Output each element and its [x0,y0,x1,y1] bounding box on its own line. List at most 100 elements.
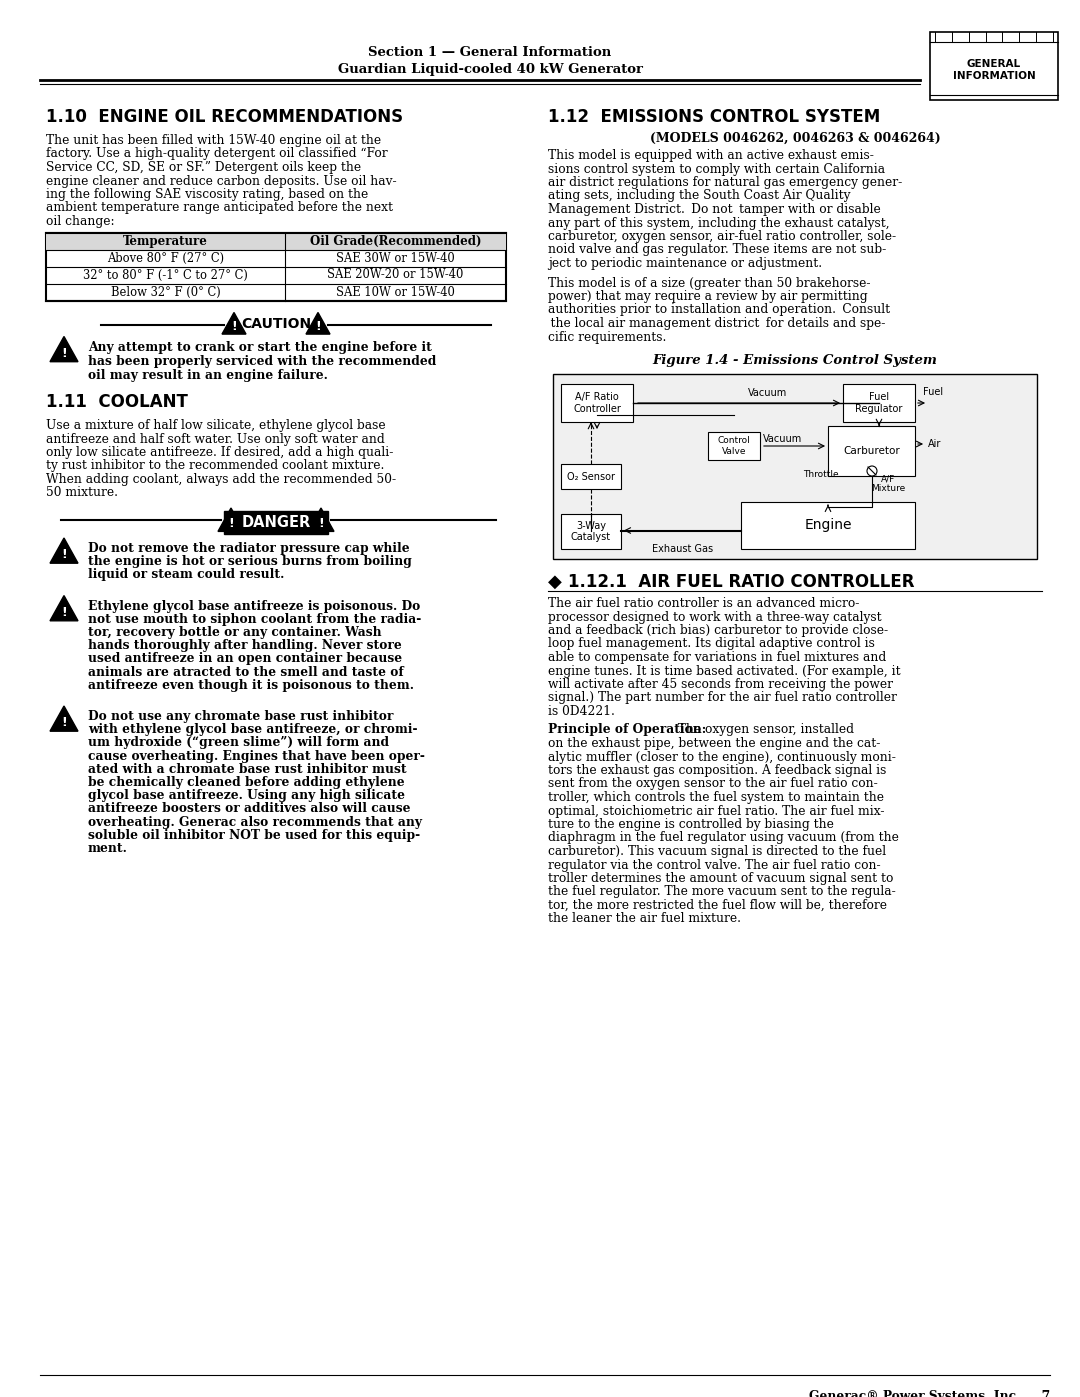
Text: Fuel: Fuel [923,387,943,397]
Text: be chemically cleaned before adding ethylene: be chemically cleaned before adding ethy… [87,775,405,789]
Bar [930,32,1058,101]
Text: antifreeze and half soft water. Use only soft water and: antifreeze and half soft water. Use only… [46,433,384,446]
Text: used antifreeze in an open container because: used antifreeze in an open container bec… [87,652,402,665]
Bar [46,232,507,250]
Text: SAE 30W or 15W-40: SAE 30W or 15W-40 [336,251,455,264]
Text: will activate after 45 seconds from receiving the power: will activate after 45 seconds from rece… [548,678,893,692]
Text: Temperature: Temperature [123,235,208,247]
Text: glycol base antifreeze. Using any high silicate: glycol base antifreeze. Using any high s… [87,789,405,802]
Polygon shape [50,705,78,731]
Bar [741,502,915,549]
Text: Do not remove the radiator pressure cap while: Do not remove the radiator pressure cap … [87,542,409,555]
Bar [224,511,328,534]
Text: !: ! [228,517,234,529]
Text: Fuel
Regulator: Fuel Regulator [855,393,903,414]
Text: A/F
Mixture: A/F Mixture [870,474,905,493]
Text: carburetor, oxygen sensor, air-fuel ratio controller, sole-: carburetor, oxygen sensor, air-fuel rati… [548,231,896,243]
Text: 3-Way
Catalyst: 3-Way Catalyst [571,521,611,542]
Text: !: ! [315,320,321,334]
Text: tor, recovery bottle or any container. Wash: tor, recovery bottle or any container. W… [87,626,381,638]
Text: Section 1 — General Information: Section 1 — General Information [368,46,611,59]
Bar [561,384,633,422]
Text: cause overheating. Engines that have been oper-: cause overheating. Engines that have bee… [87,750,424,763]
Text: ated with a chromate base rust inhibitor must: ated with a chromate base rust inhibitor… [87,763,407,775]
Text: tors the exhaust gas composition. A feedback signal is: tors the exhaust gas composition. A feed… [548,764,887,777]
Text: oil may result in an engine failure.: oil may result in an engine failure. [87,369,328,381]
Polygon shape [50,538,78,563]
Text: Control
Valve: Control Valve [717,436,751,455]
Text: Exhaust Gas: Exhaust Gas [652,543,714,555]
Text: GENERAL
INFORMATION: GENERAL INFORMATION [953,59,1036,81]
Text: animals are atracted to the smell and taste of: animals are atracted to the smell and ta… [87,665,404,679]
Polygon shape [218,509,244,531]
Text: When adding coolant, always add the recommended 50-: When adding coolant, always add the reco… [46,474,396,486]
Text: the fuel regulator. The more vacuum sent to the regula-: the fuel regulator. The more vacuum sent… [548,886,895,898]
Text: A/F Ratio
Controller: A/F Ratio Controller [573,393,621,414]
Text: ture to the engine is controlled by biasing the: ture to the engine is controlled by bias… [548,819,834,831]
Text: 50 mixture.: 50 mixture. [46,486,118,500]
Text: Carburetor: Carburetor [843,446,900,455]
Text: power) that may require a review by air permitting: power) that may require a review by air … [548,291,867,303]
Text: sions control system to comply with certain California: sions control system to comply with cert… [548,162,886,176]
Text: ing the following SAE viscosity rating, based on the: ing the following SAE viscosity rating, … [46,189,368,201]
Text: O₂ Sensor: O₂ Sensor [567,472,615,482]
Text: cific requirements.: cific requirements. [548,331,666,344]
Bar [708,432,760,460]
Polygon shape [306,313,330,334]
Text: CAUTION: CAUTION [241,317,311,331]
Text: has been properly serviced with the recommended: has been properly serviced with the reco… [87,355,436,367]
Text: !: ! [62,717,67,729]
Text: engine cleaner and reduce carbon deposits. Use oil hav-: engine cleaner and reduce carbon deposit… [46,175,396,187]
Text: only low silicate antifreeze. If desired, add a high quali-: only low silicate antifreeze. If desired… [46,446,393,460]
Text: DANGER: DANGER [241,515,311,529]
Text: soluble oil inhibitor NOT be used for this equip-: soluble oil inhibitor NOT be used for th… [87,828,420,842]
Text: troller, which controls the fuel system to maintain the: troller, which controls the fuel system … [548,791,885,805]
Bar [828,426,915,476]
Text: any part of this system, including the exhaust catalyst,: any part of this system, including the e… [548,217,890,229]
Text: 1.11  COOLANT: 1.11 COOLANT [46,393,188,411]
Text: Service CC, SD, SE or SF.” Detergent oils keep the: Service CC, SD, SE or SF.” Detergent oil… [46,161,361,175]
Text: !: ! [62,548,67,562]
Polygon shape [50,595,78,620]
Text: Oil Grade(Recommended): Oil Grade(Recommended) [310,235,482,247]
Text: noid valve and gas regulator. These items are not sub-: noid valve and gas regulator. These item… [548,243,887,257]
Text: on the exhaust pipe, between the engine and the cat-: on the exhaust pipe, between the engine … [548,738,880,750]
Text: SAE 10W or 15W-40: SAE 10W or 15W-40 [336,285,455,299]
Text: This model is equipped with an active exhaust emis-: This model is equipped with an active ex… [548,149,874,162]
Text: optimal, stoichiometric air fuel ratio. The air fuel mix-: optimal, stoichiometric air fuel ratio. … [548,805,885,817]
Text: sent from the oxygen sensor to the air fuel ratio con-: sent from the oxygen sensor to the air f… [548,778,878,791]
Text: authorities prior to installation and operation.  Consult: authorities prior to installation and op… [548,303,890,317]
Polygon shape [222,313,246,334]
Text: Use a mixture of half low silicate, ethylene glycol base: Use a mixture of half low silicate, ethy… [46,419,386,432]
Text: Below 32° F (0° C): Below 32° F (0° C) [111,285,220,299]
Text: ty rust inhibitor to the recommended coolant mixture.: ty rust inhibitor to the recommended coo… [46,460,384,472]
Text: Do not use any chromate base rust inhibitor: Do not use any chromate base rust inhibi… [87,710,393,724]
Text: Air: Air [928,439,942,448]
Text: 1.12  EMISSIONS CONTROL SYSTEM: 1.12 EMISSIONS CONTROL SYSTEM [548,108,880,126]
Text: ating sets, including the South Coast Air Quality: ating sets, including the South Coast Ai… [548,190,851,203]
Text: Any attempt to crank or start the engine before it: Any attempt to crank or start the engine… [87,341,432,355]
Text: Throttle: Throttle [804,469,839,479]
Text: regulator via the control valve. The air fuel ratio con-: regulator via the control valve. The air… [548,859,880,872]
Text: SAE 20W-20 or 15W-40: SAE 20W-20 or 15W-40 [327,268,463,282]
Text: the leaner the air fuel mixture.: the leaner the air fuel mixture. [548,912,741,925]
Text: Principle of Operation:: Principle of Operation: [548,724,706,736]
Text: Vacuum: Vacuum [764,434,802,444]
Text: carburetor). This vacuum signal is directed to the fuel: carburetor). This vacuum signal is direc… [548,845,886,858]
Bar [46,232,507,300]
Polygon shape [308,509,334,531]
Text: The oxygen sensor, installed: The oxygen sensor, installed [670,724,854,736]
Text: Vacuum: Vacuum [748,388,787,398]
Text: 32° to 80° F (-1° C to 27° C): 32° to 80° F (-1° C to 27° C) [83,268,248,282]
Text: antifreeze boosters or additives also will cause: antifreeze boosters or additives also wi… [87,802,410,816]
Bar [561,514,621,549]
Text: with ethylene glycol base antifreeze, or chromi-: with ethylene glycol base antifreeze, or… [87,724,418,736]
Text: is 0D4221.: is 0D4221. [548,705,615,718]
Text: Above 80° F (27° C): Above 80° F (27° C) [107,251,225,264]
Text: The air fuel ratio controller is an advanced micro-: The air fuel ratio controller is an adva… [548,597,860,610]
Text: alytic muffler (closer to the engine), continuously moni-: alytic muffler (closer to the engine), c… [548,750,896,764]
Text: ment.: ment. [87,842,127,855]
Text: Figure 1.4 - Emissions Control System: Figure 1.4 - Emissions Control System [652,353,937,367]
Text: (MODELS 0046262, 0046263 & 0046264): (MODELS 0046262, 0046263 & 0046264) [650,131,941,145]
Text: !: ! [231,320,237,334]
